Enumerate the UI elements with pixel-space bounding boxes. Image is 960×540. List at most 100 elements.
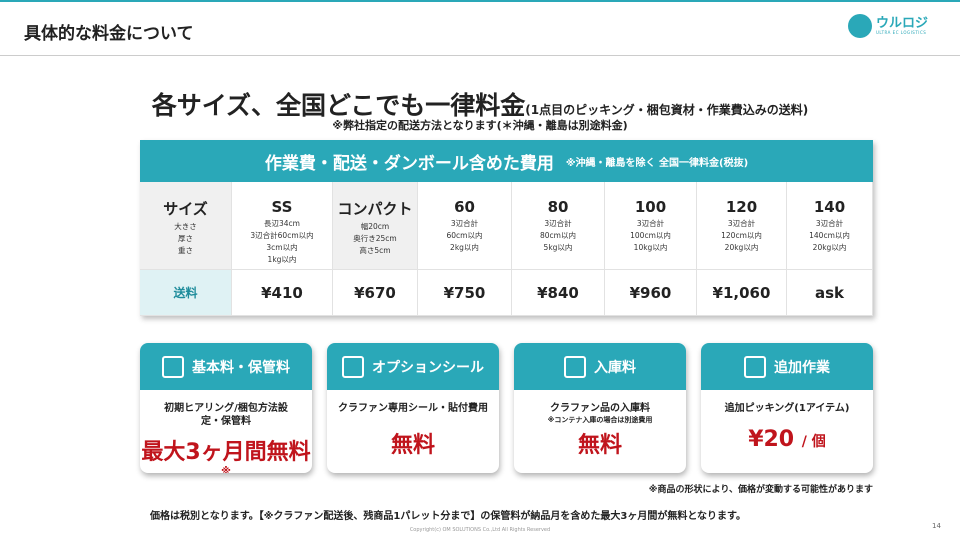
price-cell: ¥750: [418, 270, 512, 316]
size-row: サイズ 大きさ 厚さ 重さ SS 長辺34cm 3辺合計60cm以内 3cm以内 1kg以内 コン…: [140, 182, 873, 270]
card-title: 追加作業: [774, 359, 830, 376]
logo: ウルロジ ULTRA EC LOGISTICS: [848, 14, 928, 38]
price-cell: ¥960: [605, 270, 697, 316]
table-title-note: ※沖縄・離島を除く 全国一律料金(税抜): [565, 157, 749, 169]
card-description: クラファン品の入庫料: [550, 403, 650, 414]
card-header: 追加作業: [701, 343, 873, 390]
size-detail: 大きさ: [174, 222, 197, 231]
hand-pointer-icon: [744, 355, 766, 378]
price-cell: ask: [787, 270, 873, 316]
card-price-line: ¥20 / 個: [701, 427, 873, 452]
header-divider: [0, 55, 960, 56]
size-detail: 100cm以内: [630, 231, 671, 240]
size-name: SS: [271, 198, 293, 216]
card-description: 追加ピッキング(1アイテム): [724, 403, 850, 414]
card-price-line: 無料: [514, 427, 686, 459]
fee-card: 基本料・保管料 初期ヒアリング/梱包方法設定・保管料 最大3ヶ月間無料※: [140, 343, 312, 473]
size-detail: 幅20cm: [360, 222, 390, 231]
card-price: 無料: [390, 433, 435, 458]
size-detail: 20kg以内: [812, 243, 847, 252]
size-detail: 10kg以内: [633, 243, 668, 252]
card-price: 最大3ヶ月間無料: [141, 440, 311, 465]
heading-main: 各サイズ、全国どこでも一律料金: [151, 91, 526, 120]
size-detail: 重さ: [178, 246, 193, 255]
fee-card: オプションシール クラファン専用シール・貼付費用 無料: [327, 343, 499, 473]
size-detail: 3cm以内: [266, 243, 298, 252]
delivery-note: ※弊社指定の配送方法となります(＊沖縄・離島は別途料金): [332, 119, 628, 132]
top-accent-line: [0, 0, 960, 2]
size-detail: 長辺34cm: [264, 219, 300, 228]
fee-cards: 基本料・保管料 初期ヒアリング/梱包方法設定・保管料 最大3ヶ月間無料※ オプショ…: [140, 343, 873, 473]
card-title: 入庫料: [594, 359, 636, 376]
table-title: 作業費・配送・ダンボール含めた費用: [264, 153, 554, 174]
price-cell: ¥840: [512, 270, 605, 316]
size-detail: 80cm以内: [540, 231, 576, 240]
size-cell: コンパクト幅20cm 奥行き25cm 高さ5cm: [333, 182, 418, 270]
card-subnote: ※コンテナ入庫の場合は別途費用: [547, 416, 653, 424]
card-price: 無料: [577, 433, 622, 458]
price-table: 作業費・配送・ダンボール含めた費用 ※沖縄・離島を除く 全国一律料金(税抜) サ…: [140, 140, 873, 316]
card-title: オプションシール: [372, 359, 484, 376]
price-cell: ¥410: [232, 270, 333, 316]
card-price-line: 最大3ヶ月間無料※: [140, 434, 312, 473]
size-cell: 120 3辺合計 120cm以内 20kg以内: [697, 182, 787, 270]
table-header: 作業費・配送・ダンボール含めた費用 ※沖縄・離島を除く 全国一律料金(税抜): [140, 140, 873, 182]
main-heading: 各サイズ、全国どこでも一律料金(1点目のピッキング・梱包資材・作業費込みの送料): [0, 86, 960, 122]
fee-card: 追加作業 追加ピッキング(1アイテム) ¥20 / 個: [701, 343, 873, 473]
size-detail: 1kg以内: [267, 255, 297, 264]
size-detail: 120cm以内: [721, 231, 762, 240]
size-detail: 2kg以内: [450, 243, 479, 252]
size-detail: 3辺合計: [450, 219, 479, 228]
card-header: 基本料・保管料: [140, 343, 312, 390]
size-cell: サイズ大きさ厚さ重さ: [140, 182, 232, 270]
footer-note: 価格は税別となります。【※クラファン配送後、残商品1パレット分まで】の保管料が納…: [150, 511, 747, 522]
size-name: 60: [454, 198, 475, 216]
size-name: 100: [634, 198, 667, 216]
size-name: 80: [547, 198, 569, 216]
card-price-mark: ※: [221, 466, 231, 473]
size-cell: SS 長辺34cm 3辺合計60cm以内 3cm以内 1kg以内: [232, 182, 333, 270]
card-description: クラファン専用シール・貼付費用: [338, 403, 488, 414]
logo-text: ウルロジ: [876, 16, 929, 31]
price-cell: ¥670: [333, 270, 418, 316]
size-cell: 100 3辺合計 100cm以内 10kg以内: [605, 182, 697, 270]
size-detail: 60cm以内: [446, 231, 483, 240]
warehouse-icon: [564, 355, 586, 378]
card-price-unit: / 個: [801, 434, 826, 450]
size-detail: 3辺合計60cm以内: [250, 231, 314, 240]
card-price-line: 無料: [327, 427, 499, 459]
logo-mascot-icon: [848, 14, 872, 38]
logo-subtext: ULTRA EC LOGISTICS: [876, 30, 927, 35]
card-header: オプションシール: [327, 343, 499, 390]
size-detail: 3辺合計: [636, 219, 665, 228]
size-name: 120: [725, 198, 758, 216]
size-name: 140: [813, 198, 846, 216]
shape-note: ※商品の形状により、価格が変動する可能性があります: [648, 485, 873, 495]
copyright: Copyright(c) OM SOLUTIONS Co.,Ltd All Ri…: [409, 527, 551, 533]
size-name: サイズ: [163, 200, 208, 218]
heading-sub: (1点目のピッキング・梱包資材・作業費込みの送料): [525, 103, 809, 117]
size-cell: 80 3辺合計 80cm以内 5kg以内: [512, 182, 605, 270]
size-detail: 20kg以内: [724, 243, 759, 252]
size-detail: 5kg以内: [543, 243, 573, 252]
card-price: ¥20: [748, 427, 795, 452]
size-detail: 奥行き25cm: [353, 234, 397, 243]
size-detail: 厚さ: [178, 234, 193, 243]
size-detail: 3辺合計: [727, 219, 756, 228]
price-label: 送料: [140, 270, 232, 316]
sticker-icon: [342, 355, 364, 378]
card-header: 入庫料: [514, 343, 686, 390]
size-detail: 高さ5cm: [359, 246, 391, 255]
size-cell: 60 3辺合計 60cm以内 2kg以内: [418, 182, 512, 270]
fee-card: 入庫料 クラファン品の入庫料 ※コンテナ入庫の場合は別途費用 無料: [514, 343, 686, 473]
clipboard-icon: [162, 355, 184, 378]
card-description: 初期ヒアリング/梱包方法設定・保管料: [164, 403, 288, 427]
size-detail: 140cm以内: [809, 231, 850, 240]
size-detail: 3辺合計: [815, 219, 844, 228]
size-detail: 3辺合計: [544, 219, 572, 228]
card-title: 基本料・保管料: [192, 359, 290, 376]
page-title: 具体的な料金について: [24, 24, 194, 44]
price-row: 送料 ¥410 ¥670 ¥750 ¥840 ¥960 ¥1,060 ask: [140, 270, 873, 316]
size-name: コンパクト: [337, 200, 413, 218]
size-cell: 140 3辺合計 140cm以内 20kg以内: [787, 182, 873, 270]
